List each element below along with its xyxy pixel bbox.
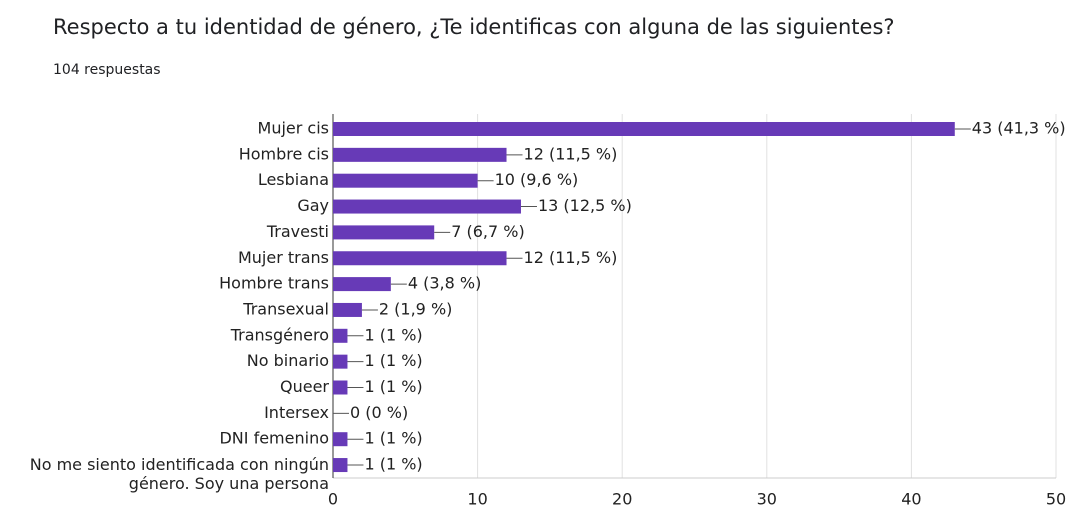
y-tick-label: Lesbiana: [258, 170, 329, 189]
bar: [333, 354, 348, 369]
bar: [333, 251, 507, 266]
y-tick-label: Hombre cis: [239, 144, 329, 163]
bar: [333, 380, 348, 395]
value-label: 1 (1 %): [364, 351, 422, 370]
y-tick-label: Mujer cis: [258, 119, 329, 138]
x-tick-label: 40: [901, 490, 921, 509]
value-label: 43 (41,3 %): [972, 119, 1066, 138]
y-tick-label: Intersex: [264, 403, 329, 422]
value-label: 7 (6,7 %): [451, 222, 524, 241]
bar: [333, 302, 362, 317]
bar: [333, 173, 478, 188]
x-tick-label: 50: [1046, 490, 1066, 509]
bar: [333, 199, 521, 214]
chart-subtitle: 104 respuestas: [53, 62, 161, 78]
bar: [333, 122, 955, 136]
value-label: 0 (0 %): [350, 403, 408, 422]
value-label: 2 (1,9 %): [379, 299, 452, 318]
y-tick-label: Travesti: [266, 222, 329, 241]
y-tick-label: Mujer trans: [238, 248, 329, 267]
y-tick-label: Hombre trans: [219, 274, 329, 293]
value-label: 1 (1 %): [364, 377, 422, 396]
value-label: 13 (12,5 %): [538, 196, 632, 215]
y-tick-label: Transexual: [242, 299, 329, 318]
bar: [333, 432, 348, 447]
bar: [333, 225, 435, 240]
x-tick-label: 10: [467, 490, 487, 509]
value-label: 1 (1 %): [364, 325, 422, 344]
y-tick-label: No me siento identificada con ningún géne…: [30, 455, 329, 493]
x-tick-label: 0: [328, 490, 338, 509]
y-tick-label: DNI femenino: [219, 429, 329, 448]
bar: [333, 277, 391, 292]
value-label: 4 (3,8 %): [408, 274, 481, 293]
bar: [333, 147, 507, 162]
y-tick-label: Gay: [297, 196, 329, 215]
value-label: 1 (1 %): [364, 429, 422, 448]
chart-title: Respecto a tu identidad de género, ¿Te i…: [53, 15, 895, 39]
bar: [333, 328, 348, 343]
value-label: 12 (11,5 %): [524, 248, 618, 267]
y-tick-label: No binario: [247, 351, 329, 370]
x-tick-label: 20: [612, 490, 632, 509]
y-tick-label: Transgénero: [230, 325, 329, 344]
x-tick-label: 30: [757, 490, 777, 509]
y-tick-label: Queer: [280, 377, 329, 396]
bar: [333, 458, 348, 473]
value-label: 10 (9,6 %): [495, 170, 579, 189]
value-label: 1 (1 %): [364, 455, 422, 474]
value-label: 12 (11,5 %): [524, 144, 618, 163]
